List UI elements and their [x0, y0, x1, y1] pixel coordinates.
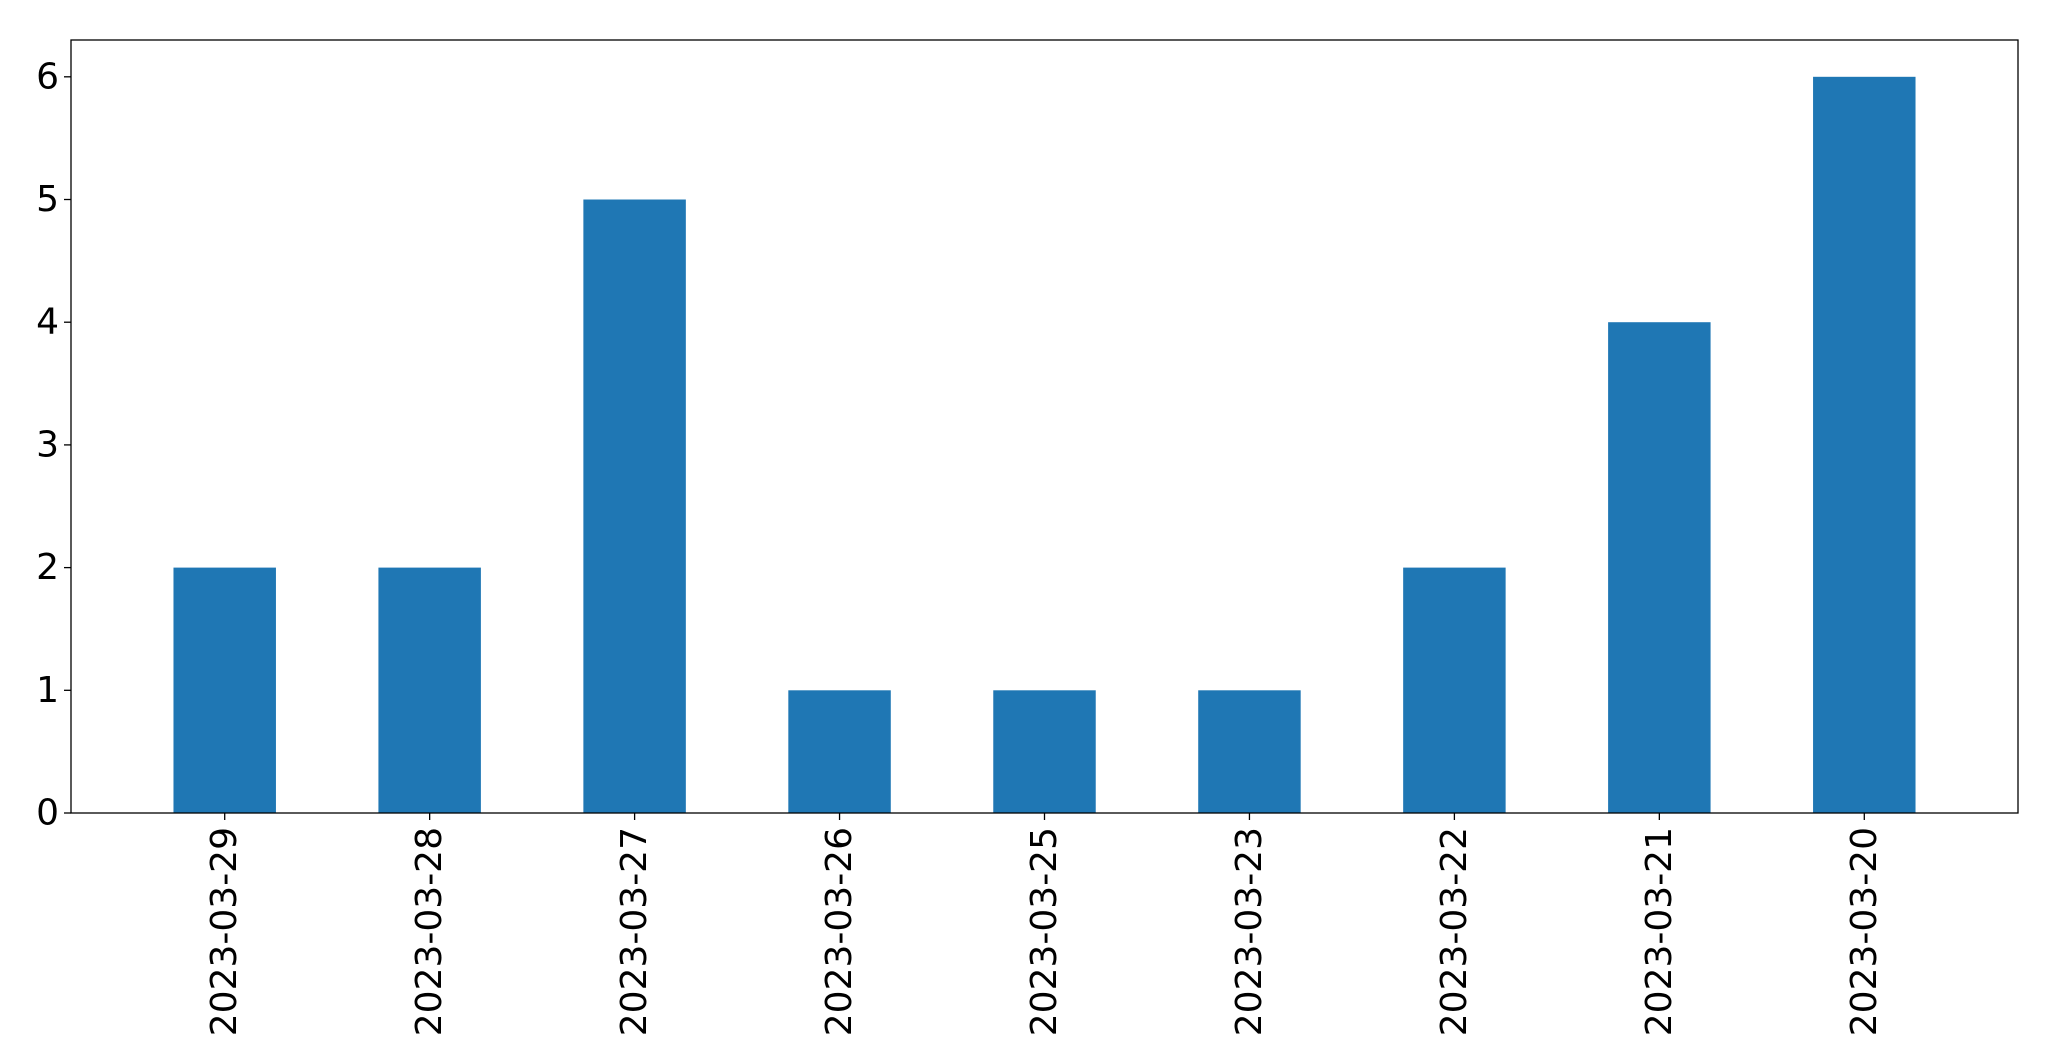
x-tick-label: 2023-03-29 [204, 827, 245, 1036]
bar-2023-03-28 [378, 567, 481, 813]
y-tick-label: 6 [36, 56, 59, 97]
bar-2023-03-21 [1608, 322, 1711, 813]
x-tick-label: 2023-03-28 [409, 827, 450, 1036]
bars-layer [173, 76, 1916, 814]
bar-2023-03-20 [1813, 76, 1916, 814]
y-tick-label: 2 [36, 547, 59, 588]
bar-2023-03-26 [788, 690, 891, 813]
y-tick-label: 0 [36, 793, 59, 834]
plot-frame [70, 39, 2019, 814]
x-tick-label: 2023-03-26 [819, 827, 860, 1036]
bar-2023-03-22 [1403, 567, 1506, 813]
x-tick-label: 2023-03-20 [1844, 827, 1885, 1036]
y-tick-label: 5 [36, 179, 59, 220]
bar-2023-03-25 [993, 690, 1096, 813]
x-axis-ticks: 2023-03-29 2023-03-28 2023-03-27 2023-03-26… [204, 813, 1885, 1036]
x-tick-label: 2023-03-21 [1639, 827, 1680, 1036]
bar-2023-03-27 [583, 199, 686, 813]
bar-2023-03-29 [173, 567, 276, 813]
bar-2023-03-23 [1198, 690, 1301, 813]
y-tick-label: 3 [36, 424, 59, 465]
y-axis-ticks: 0 1 2 3 4 5 6 [36, 56, 71, 834]
x-tick-label: 2023-03-25 [1024, 827, 1065, 1036]
x-tick-label: 2023-03-22 [1434, 827, 1475, 1036]
x-tick-label: 2023-03-23 [1229, 827, 1270, 1036]
x-tick-label: 2023-03-27 [614, 827, 655, 1036]
y-tick-label: 4 [36, 302, 59, 343]
y-tick-label: 1 [36, 670, 59, 711]
